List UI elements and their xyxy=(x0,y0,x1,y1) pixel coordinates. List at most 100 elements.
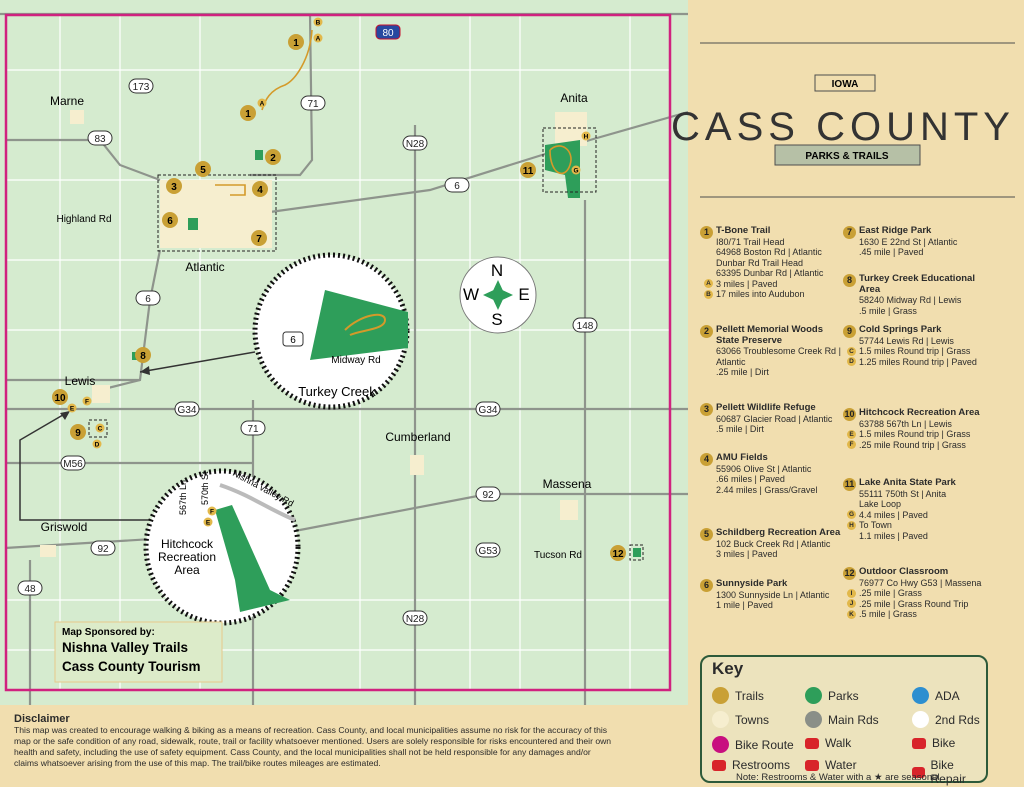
park xyxy=(633,548,641,557)
trail-detail: 4.4 miles | Paved xyxy=(859,509,928,520)
road-number: 92 xyxy=(97,544,109,555)
trail-marker-label: G xyxy=(573,168,578,175)
site-marker-label: 3 xyxy=(171,182,177,193)
key-item: Trails xyxy=(712,687,764,704)
trail xyxy=(215,184,246,196)
trail xyxy=(344,313,387,336)
street-name: 570th St xyxy=(200,471,210,505)
site-detail: 57744 Lewis Rd | Lewis xyxy=(859,335,954,346)
trail-marker xyxy=(207,506,217,516)
trail-detail: .25 mile | Grass Round Trip xyxy=(859,598,969,609)
key-label: Main Rds xyxy=(828,712,879,727)
key-swatch xyxy=(712,687,729,704)
park-boxes xyxy=(88,127,644,561)
road-number: 80 xyxy=(382,28,394,39)
site-name: Sunnyside Park xyxy=(716,578,788,589)
site-name: Outdoor Classroom xyxy=(859,566,949,577)
town-label: Cumberland xyxy=(385,430,450,444)
trail-marker-label: A xyxy=(316,36,321,43)
key-label: Walk xyxy=(825,736,852,750)
road-shield xyxy=(128,78,154,94)
compass-letter: S xyxy=(491,310,502,329)
road-number: 48 xyxy=(24,584,36,595)
trail-marker-label: A xyxy=(260,101,265,108)
site-detail: Lake Loop xyxy=(859,499,902,509)
trail-letter: F xyxy=(847,440,856,450)
road-number: 6 xyxy=(290,335,296,346)
site-marker-label: 11 xyxy=(523,166,534,177)
road-shield xyxy=(300,95,326,111)
site-detail: 63395 Dunbar Rd | Atlantic xyxy=(716,268,824,278)
compass-letter: N xyxy=(491,261,503,280)
road-shield xyxy=(240,420,266,436)
key-label: Towns xyxy=(735,712,770,727)
subtitle-banner xyxy=(774,144,921,166)
site-detail: 63788 567th Ln | Lewis xyxy=(859,418,952,429)
site-detail: 58240 Midway Rd | Lewis xyxy=(859,295,962,305)
trail-marker xyxy=(203,517,213,527)
compass-letter: W xyxy=(463,285,479,304)
site-number: 7 xyxy=(843,226,856,239)
trail-letter: A xyxy=(704,279,713,289)
site-marker-label: 2 xyxy=(270,153,276,164)
site-detail: .66 miles | Paved xyxy=(716,474,785,484)
key-note: Note: Restrooms & Water with a ★ are sea… xyxy=(736,772,940,783)
subtitle: PARKS & TRAILS xyxy=(805,151,888,162)
road-shield xyxy=(60,455,86,471)
key-swatch xyxy=(805,711,822,728)
road-shield xyxy=(475,486,501,502)
trail-letter: G xyxy=(847,510,856,520)
site-marker xyxy=(162,212,178,228)
disclaimer: Disclaimer This map was created to encour… xyxy=(14,714,684,769)
trail-detail: 1.5 miles Round trip | Grass xyxy=(859,346,971,356)
trail-marker xyxy=(92,439,102,449)
arrow-head xyxy=(60,411,70,420)
focus-box xyxy=(157,174,277,252)
key-label: Restrooms xyxy=(732,758,791,772)
trail-detail: .25 mile | Grass xyxy=(859,588,922,598)
road-shield xyxy=(90,540,116,556)
inset-arrow xyxy=(139,351,256,373)
disclaimer-line: claims whatsoever arising from the use o… xyxy=(14,758,381,768)
road-number: 173 xyxy=(133,82,150,93)
town-label: Marne xyxy=(50,94,84,108)
trail-letter: D xyxy=(847,357,856,367)
site-trail: H To Town xyxy=(847,520,985,531)
road xyxy=(219,483,296,522)
site-marker xyxy=(520,162,536,178)
site-trail: I .25 mile | Grass xyxy=(847,588,985,599)
trail-marker-label: F xyxy=(85,399,89,406)
road-number: 6 xyxy=(145,294,151,305)
compass-star xyxy=(483,280,513,310)
site-name: Hitchcock Recreation Area xyxy=(859,407,980,418)
site-marker-label: 5 xyxy=(200,165,206,176)
site-marker xyxy=(252,181,268,197)
road-number: M56 xyxy=(63,459,83,470)
trail-marker xyxy=(313,33,323,43)
site-trail: B 17 miles into Audubon xyxy=(704,289,842,300)
trail-letter: J xyxy=(847,599,856,609)
town-area xyxy=(410,455,424,475)
site-detail: 55111 750th St | Anita xyxy=(859,488,947,499)
site-marker-label: 8 xyxy=(140,351,146,362)
key-item: Towns xyxy=(712,711,769,728)
focus-box xyxy=(88,419,108,438)
site-number: 12 xyxy=(843,567,856,580)
site-detail: I80/71 Trail Head xyxy=(716,236,785,247)
road-number: 71 xyxy=(247,424,259,435)
site-detail: .5 mile | Grass xyxy=(859,305,917,316)
site-entry: 10 Hitchcock Recreation Area 63788 567th L… xyxy=(843,407,985,450)
key-item: Bike Repair xyxy=(912,758,986,786)
road-name: Highland Rd xyxy=(56,214,111,225)
road-number: G34 xyxy=(479,405,498,416)
site-detail: .5 mile | Dirt xyxy=(716,424,764,434)
trail-detail: .5 mile | Grass xyxy=(859,609,917,619)
trail-marker-label: F xyxy=(210,509,214,516)
trail-letter: H xyxy=(847,520,856,530)
site-trail: J .25 mile | Grass Round Trip xyxy=(847,598,985,610)
town-area xyxy=(40,545,56,557)
key-label: 2nd Rds xyxy=(935,712,980,727)
inset-label: Recreation xyxy=(158,550,216,564)
sponsor-heading: Map Sponsored by: xyxy=(62,627,155,638)
